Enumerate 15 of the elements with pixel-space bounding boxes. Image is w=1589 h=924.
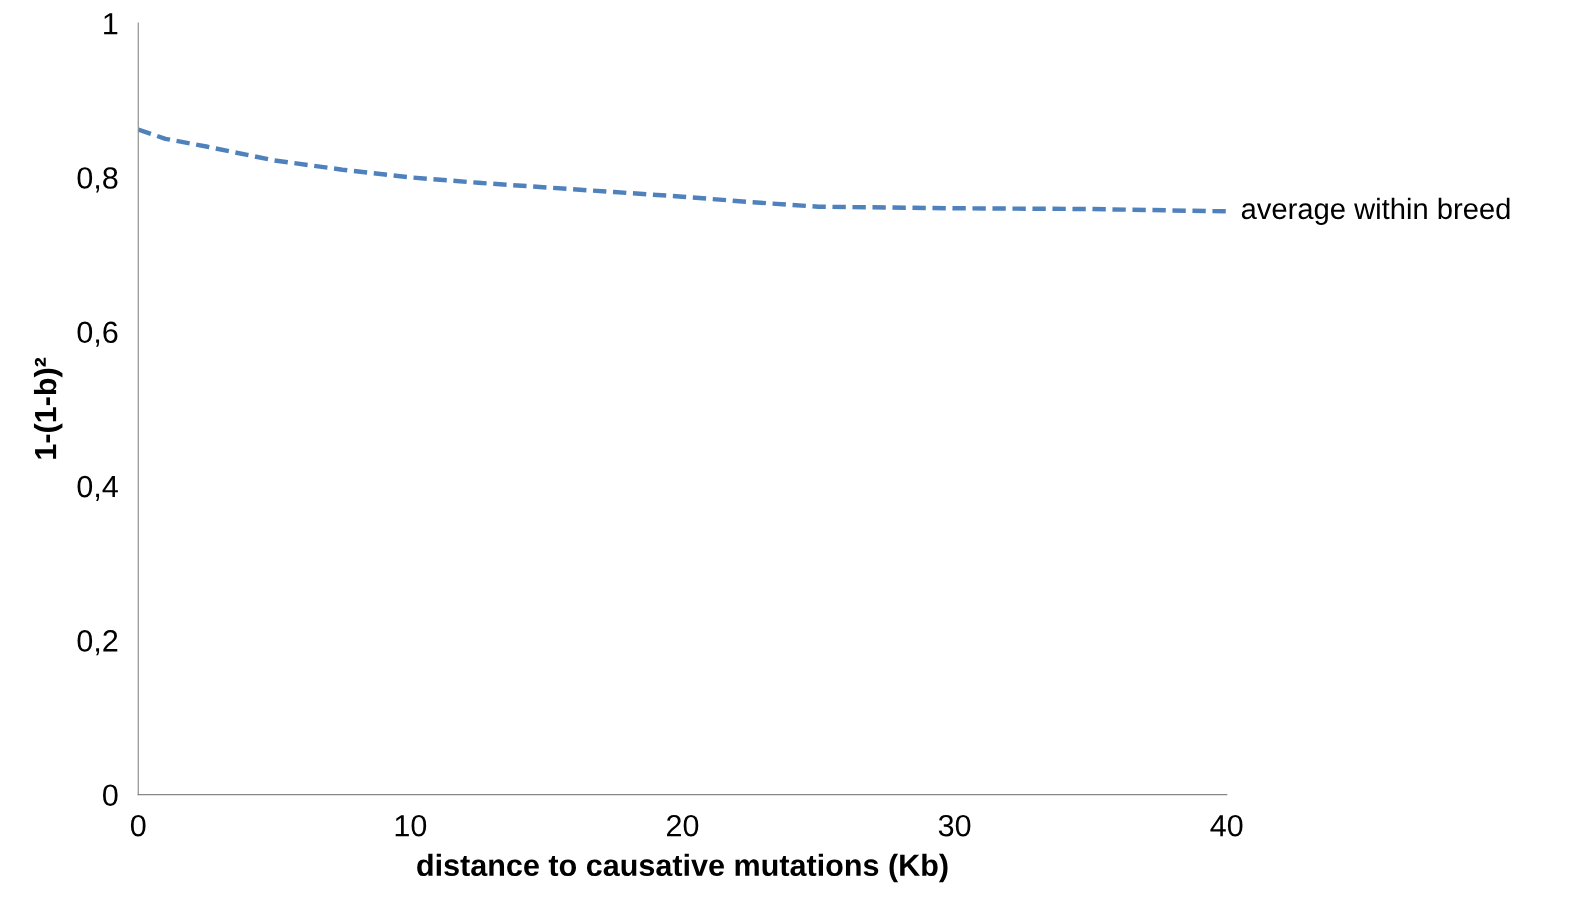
y-axis-title: 1-(1-b)² <box>33 357 63 459</box>
x-tick-label: 20 <box>667 814 699 837</box>
x-tick-label: 40 <box>1210 814 1243 837</box>
x-tick-label: 10 <box>395 814 427 837</box>
y-tick-label: 0,2 <box>77 630 118 656</box>
y-tick-label: 1 <box>104 13 118 35</box>
x-axis-title: distance to causative mutations (Kb) <box>417 853 948 883</box>
y-tick-label: 0 <box>103 784 118 807</box>
x-tick-label: 30 <box>938 814 971 837</box>
series-label: average within breed <box>1241 197 1510 225</box>
y-tick-label: 0,6 <box>77 321 118 347</box>
x-tick-label: 0 <box>130 814 146 837</box>
y-tick-label: 0,8 <box>77 167 118 193</box>
line-series <box>138 127 1227 214</box>
y-tick-label: 0,4 <box>77 475 118 502</box>
